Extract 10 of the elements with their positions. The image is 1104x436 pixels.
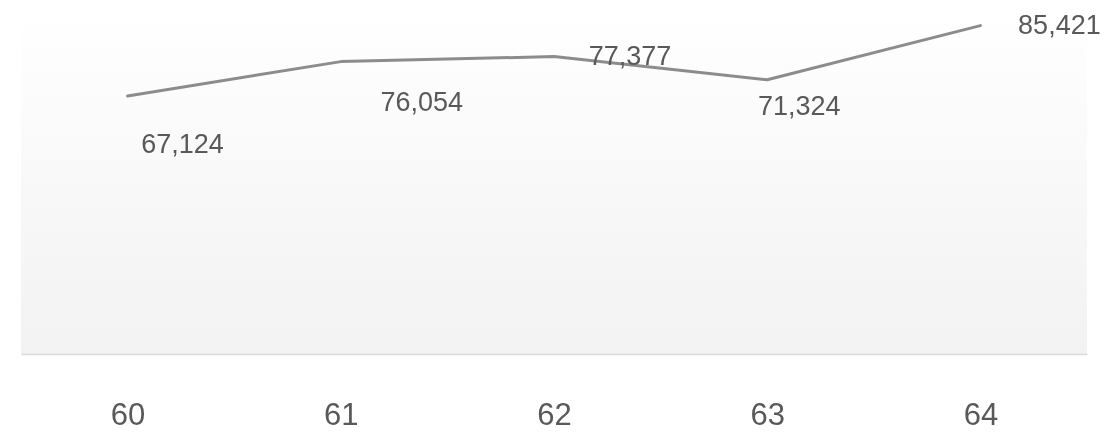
x-tick-label: 60	[110, 396, 146, 432]
data-label: 77,377	[588, 40, 672, 71]
data-label: 76,054	[380, 86, 464, 117]
x-tick-label: 61	[324, 396, 359, 432]
data-label: 71,324	[757, 90, 841, 121]
x-tick-label: 64	[963, 396, 999, 432]
x-tick-label: 63	[750, 396, 785, 432]
data-label: 67,124	[141, 128, 224, 159]
data-label: 85,421	[1018, 9, 1101, 40]
x-tick-label: 62	[537, 396, 572, 432]
